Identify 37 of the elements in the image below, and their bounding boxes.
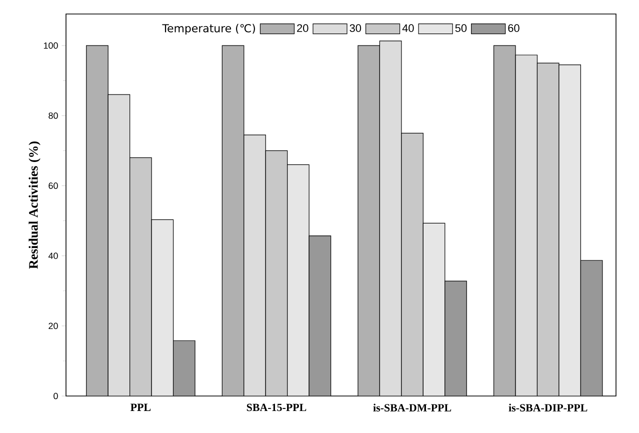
y-tick-label: 100 [44, 42, 58, 49]
bar [536, 62, 560, 396]
y-tick-label: 60 [48, 182, 58, 189]
bar [358, 46, 380, 396]
bar [423, 223, 445, 396]
y-axis-title: Residual Activities (%) [28, 142, 40, 269]
bar [173, 340, 196, 396]
legend-title: Temperature (℃) [162, 24, 255, 35]
bar [515, 54, 538, 396]
legend-label: 40 [402, 24, 414, 32]
y-tick-label: 0 [54, 392, 58, 400]
legend-label: 30 [350, 24, 362, 32]
x-tick-label: is-SBA-DM-PPL [373, 404, 452, 412]
bar [266, 150, 288, 396]
bar [493, 45, 516, 396]
bar [222, 46, 244, 396]
bar [380, 40, 402, 396]
bar [108, 94, 130, 396]
y-tick-label: 40 [48, 252, 58, 259]
bar [287, 164, 310, 396]
legend-label: 60 [508, 24, 520, 32]
legend-label: 20 [297, 24, 308, 32]
bar [401, 133, 424, 396]
bar [444, 281, 467, 396]
x-tick-label: SBA-15-PPL [246, 404, 306, 412]
x-tick-label: PPL [130, 404, 151, 411]
bar [558, 64, 581, 396]
y-tick-label: 20 [48, 322, 58, 330]
x-tick-label: is-SBA-DIP-PPL [508, 404, 588, 412]
bar [130, 158, 152, 396]
bar [152, 220, 174, 396]
bar [244, 134, 266, 396]
bar [580, 260, 603, 396]
bar [86, 46, 108, 396]
y-tick-label: 80 [48, 112, 58, 119]
bar [309, 236, 331, 396]
legend-label: 50 [455, 24, 467, 32]
